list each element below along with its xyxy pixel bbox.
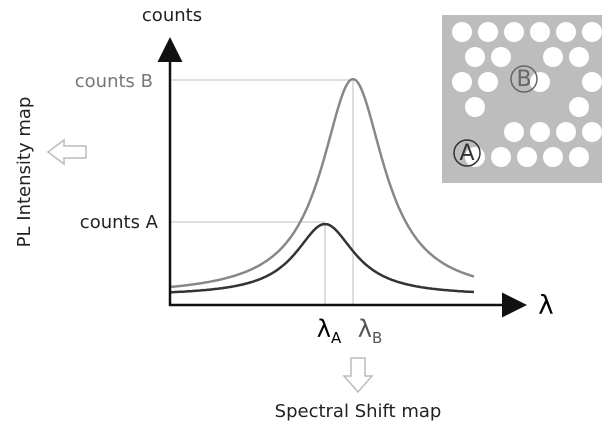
air-hole [517, 147, 537, 167]
level-label: counts A [80, 212, 159, 233]
y-axis-label: counts [142, 5, 202, 26]
site-marker [510, 65, 538, 93]
output-label: Spectral Shift map [275, 401, 442, 422]
air-hole [582, 22, 602, 42]
air-hole [452, 72, 472, 92]
air-hole [465, 97, 485, 117]
air-hole [582, 122, 602, 142]
air-hole [530, 122, 550, 142]
air-hole [504, 22, 524, 42]
peak-label: λA [317, 315, 342, 347]
curve-a [169, 222, 475, 294]
air-hole [478, 22, 498, 42]
air-hole [569, 97, 589, 117]
peak-label: λB [358, 315, 383, 347]
left-arrow [46, 138, 87, 166]
air-hole [530, 22, 550, 42]
air-hole [569, 47, 589, 67]
site-label: A [459, 141, 474, 166]
air-hole [452, 22, 472, 42]
air-hole [543, 147, 563, 167]
output-label: PL Intensity map [14, 97, 35, 248]
air-hole [478, 72, 498, 92]
air-hole [556, 122, 576, 142]
level-label: counts B [75, 71, 153, 92]
air-hole [465, 47, 485, 67]
air-hole [569, 147, 589, 167]
x-axis-label: λ [538, 291, 553, 321]
air-hole [491, 147, 511, 167]
air-hole [543, 47, 563, 67]
photonic-crystal-inset [442, 15, 602, 183]
site-label: B [516, 67, 531, 92]
down-arrow [342, 357, 374, 394]
air-hole [504, 122, 524, 142]
air-hole [556, 22, 576, 42]
air-hole [582, 72, 602, 92]
air-hole [491, 47, 511, 67]
curve-b [169, 77, 475, 289]
site-marker [453, 139, 481, 167]
